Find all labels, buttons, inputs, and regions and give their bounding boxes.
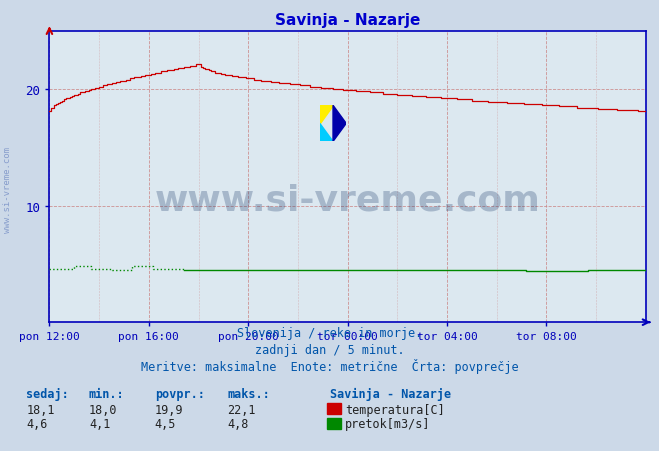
Text: 18,0: 18,0	[89, 403, 117, 416]
Text: pretok[m3/s]: pretok[m3/s]	[345, 418, 431, 431]
Text: 22,1: 22,1	[227, 403, 256, 416]
Text: min.:: min.:	[89, 387, 125, 400]
Title: Savinja - Nazarje: Savinja - Nazarje	[275, 13, 420, 28]
Text: temperatura[C]: temperatura[C]	[345, 403, 445, 416]
Text: maks.:: maks.:	[227, 387, 270, 400]
Text: Slovenija / reke in morje.: Slovenija / reke in morje.	[237, 326, 422, 339]
Text: povpr.:: povpr.:	[155, 387, 205, 400]
Text: Meritve: maksimalne  Enote: metrične  Črta: povprečje: Meritve: maksimalne Enote: metrične Črta…	[140, 358, 519, 373]
Polygon shape	[320, 124, 333, 142]
Text: sedaj:: sedaj:	[26, 387, 69, 400]
Text: 4,6: 4,6	[26, 418, 47, 431]
Text: 18,1: 18,1	[26, 403, 55, 416]
Text: Savinja - Nazarje: Savinja - Nazarje	[330, 387, 451, 400]
Text: 19,9: 19,9	[155, 403, 183, 416]
Text: 4,5: 4,5	[155, 418, 176, 431]
Text: 4,1: 4,1	[89, 418, 110, 431]
Text: 4,8: 4,8	[227, 418, 248, 431]
Polygon shape	[333, 106, 346, 142]
Text: www.si-vreme.com: www.si-vreme.com	[3, 147, 13, 232]
Polygon shape	[320, 106, 333, 124]
Text: www.si-vreme.com: www.si-vreme.com	[155, 183, 540, 217]
Text: zadnji dan / 5 minut.: zadnji dan / 5 minut.	[254, 343, 405, 356]
